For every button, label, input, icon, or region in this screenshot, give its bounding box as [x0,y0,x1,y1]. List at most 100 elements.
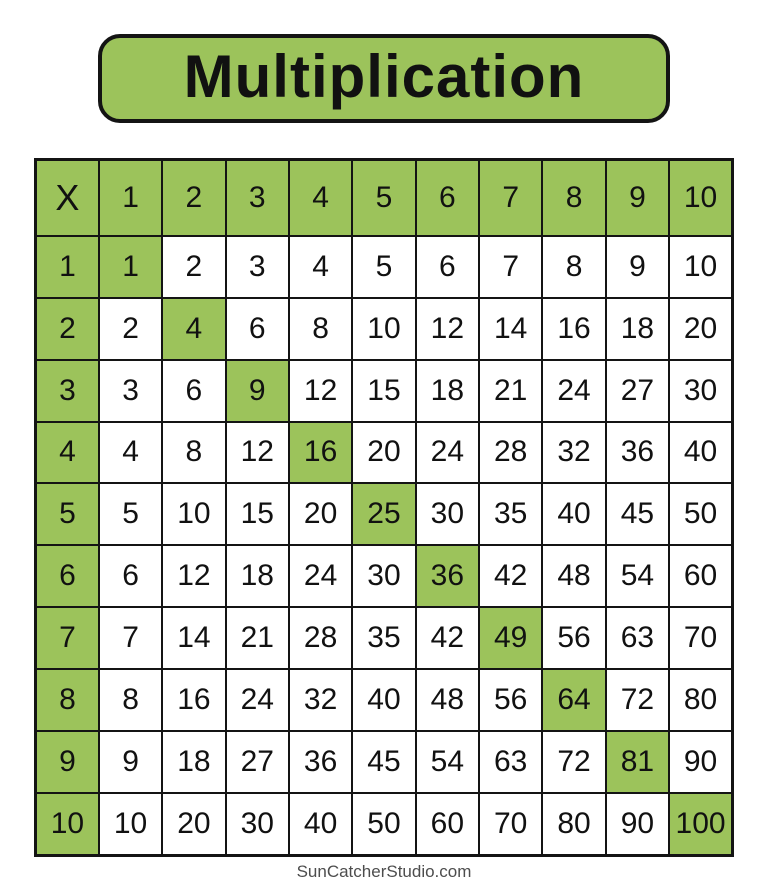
cell-8x8: 64 [541,667,607,732]
column-header-5: 5 [351,158,417,237]
table-row-10: 10 10 20 30 40 50 60 70 80 90 100 [34,791,734,857]
cell-3x2: 6 [161,358,227,423]
cell-7x3: 21 [224,606,290,670]
cell-3x6: 18 [414,358,481,423]
row-header-5: 5 [34,482,100,547]
cell-7x2: 14 [161,606,227,670]
cell-9x6: 54 [414,729,481,794]
cell-3x4: 12 [287,358,354,423]
cell-8x5: 40 [351,667,417,732]
cell-9x3: 27 [224,729,290,794]
cell-7x10: 70 [668,606,734,670]
cell-2x10: 20 [668,296,734,361]
cell-5x1: 5 [97,482,164,547]
cell-9x7: 63 [478,729,544,794]
row-header-8: 8 [34,667,100,732]
column-header-2: 2 [161,158,227,237]
cell-1x2: 2 [161,234,227,299]
cell-8x6: 48 [414,667,481,732]
cell-6x8: 48 [541,544,607,609]
cell-3x1: 3 [97,358,164,423]
cell-10x4: 40 [287,791,354,857]
cell-8x9: 72 [604,667,671,732]
cell-1x4: 4 [287,234,354,299]
cell-9x8: 72 [541,729,607,794]
cell-6x3: 18 [224,544,290,609]
column-header-3: 3 [224,158,290,237]
table-row-9: 9 9 18 27 36 45 54 63 72 81 90 [34,729,734,794]
cell-4x1: 4 [97,420,164,485]
cell-7x5: 35 [351,606,417,670]
cell-10x9: 90 [604,791,671,857]
row-header-2: 2 [34,296,100,361]
column-header-10: 10 [668,158,734,237]
cell-4x5: 20 [351,420,417,485]
cell-6x9: 54 [604,544,671,609]
cell-7x7: 49 [478,606,544,670]
row-header-7: 7 [34,606,100,670]
cell-2x7: 14 [478,296,544,361]
cell-8x2: 16 [161,667,227,732]
cell-5x10: 50 [668,482,734,547]
cell-1x10: 10 [668,234,734,299]
cell-9x9: 81 [604,729,671,794]
cell-10x3: 30 [224,791,290,857]
table-row-4: 4 4 8 12 16 20 24 28 32 36 40 [34,420,734,485]
cell-4x4: 16 [287,420,354,485]
cell-6x10: 60 [668,544,734,609]
cell-9x4: 36 [287,729,354,794]
cell-8x4: 32 [287,667,354,732]
cell-10x1: 10 [97,791,164,857]
cell-5x7: 35 [478,482,544,547]
cell-10x6: 60 [414,791,481,857]
cell-2x3: 6 [224,296,290,361]
table-row-1: 1 1 2 3 4 5 6 7 8 9 10 [34,234,734,299]
cell-2x9: 18 [604,296,671,361]
table-row-8: 8 8 16 24 32 40 48 56 64 72 80 [34,667,734,732]
cell-2x5: 10 [351,296,417,361]
cell-1x6: 6 [414,234,481,299]
cell-3x8: 24 [541,358,607,423]
table-row-5: 5 5 10 15 20 25 30 35 40 45 50 [34,482,734,547]
cell-9x10: 90 [668,729,734,794]
column-header-1: 1 [97,158,164,237]
multiplication-table-body: X 1 2 3 4 5 6 7 8 9 10 1 1 2 3 4 5 6 7 8 9 10 2 2 4 6 8 10 12 14 16 18 2… [34,158,734,857]
column-header-6: 6 [414,158,481,237]
cell-3x5: 15 [351,358,417,423]
cell-10x10: 100 [668,791,734,857]
cell-7x1: 7 [97,606,164,670]
cell-1x7: 7 [478,234,544,299]
row-header-4: 4 [34,420,100,485]
cell-1x9: 9 [604,234,671,299]
cell-5x6: 30 [414,482,481,547]
cell-1x3: 3 [224,234,290,299]
cell-4x3: 12 [224,420,290,485]
column-header-9: 9 [604,158,671,237]
cell-10x8: 80 [541,791,607,857]
row-header-1: 1 [34,234,100,299]
title-banner: Multiplication [98,34,670,123]
cell-4x10: 40 [668,420,734,485]
table-row-7: 7 7 14 21 28 35 42 49 56 63 70 [34,606,734,670]
cell-3x10: 30 [668,358,734,423]
table-row-3: 3 3 6 9 12 15 18 21 24 27 30 [34,358,734,423]
cell-9x1: 9 [97,729,164,794]
cell-9x2: 18 [161,729,227,794]
table-row-6: 6 6 12 18 24 30 36 42 48 54 60 [34,544,734,609]
cell-9x5: 45 [351,729,417,794]
table-row-2: 2 2 4 6 8 10 12 14 16 18 20 [34,296,734,361]
multiplication-table: X 1 2 3 4 5 6 7 8 9 10 1 1 2 3 4 5 6 7 8 9 10 2 2 4 6 8 10 12 14 16 18 2… [34,158,734,857]
cell-5x8: 40 [541,482,607,547]
row-header-10: 10 [34,791,100,857]
cell-8x7: 56 [478,667,544,732]
cell-6x1: 6 [97,544,164,609]
cell-5x4: 20 [287,482,354,547]
cell-6x5: 30 [351,544,417,609]
cell-1x5: 5 [351,234,417,299]
row-header-9: 9 [34,729,100,794]
column-header-4: 4 [287,158,354,237]
cell-8x1: 8 [97,667,164,732]
cell-6x4: 24 [287,544,354,609]
cell-6x2: 12 [161,544,227,609]
